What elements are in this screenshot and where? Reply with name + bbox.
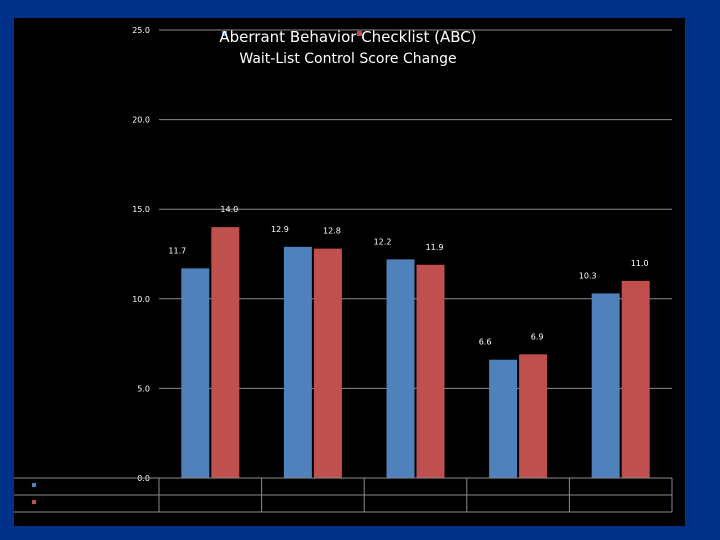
data-label: 11.0 — [631, 259, 649, 268]
bar — [211, 227, 240, 478]
data-label: 12.8 — [323, 227, 341, 236]
gridlines — [159, 29, 672, 389]
data-label: 12.2 — [374, 237, 392, 246]
data-label: 11.9 — [426, 243, 444, 252]
bar — [591, 293, 620, 478]
bar — [489, 359, 518, 478]
bar — [283, 246, 312, 478]
data-labels: 11.7 12.9 12.2 6.6 10.3 14.0 12.8 11.9 6.9 11.0 — [168, 205, 648, 347]
y-tick-label: 20.0 — [132, 116, 150, 125]
data-label: 14.0 — [220, 205, 238, 214]
data-label: 6.9 — [531, 332, 544, 341]
legend-marker — [357, 31, 362, 36]
bar-chart: 0.05.010.015.020.025.0 11.712.912.26.610… — [14, 26, 673, 513]
data-table — [14, 477, 673, 513]
chart-title: Aberrant Behavior Checklist (ABC) — [219, 28, 476, 46]
data-label: 12.9 — [271, 225, 289, 234]
bar — [416, 264, 445, 478]
chart-subtitle: Wait-List Control Score Change — [239, 51, 456, 67]
table-series-key — [32, 500, 36, 504]
y-tick-label: 10.0 — [132, 295, 150, 304]
y-axis-tick-labels: 0.05.010.015.020.025.0 — [132, 26, 150, 483]
legend — [222, 31, 362, 36]
bar — [386, 259, 415, 478]
y-tick-label: 25.0 — [132, 26, 150, 35]
table-series-key — [32, 483, 36, 487]
bar — [181, 268, 210, 478]
bar — [313, 248, 342, 478]
chart-frame: 0.0 5.0 10.0 15.0 20.0 25.0 11.7 12.9 12.2 6.6 10… — [14, 18, 685, 526]
y-tick-label: 5.0 — [137, 384, 150, 393]
bar — [519, 354, 548, 478]
bars — [181, 227, 650, 478]
data-label: 10.3 — [579, 271, 597, 280]
data-label: 11.7 — [168, 246, 186, 255]
legend-marker — [222, 31, 227, 36]
data-label: 6.6 — [479, 338, 492, 347]
y-tick-label: 15.0 — [132, 205, 150, 214]
bar — [621, 280, 650, 478]
